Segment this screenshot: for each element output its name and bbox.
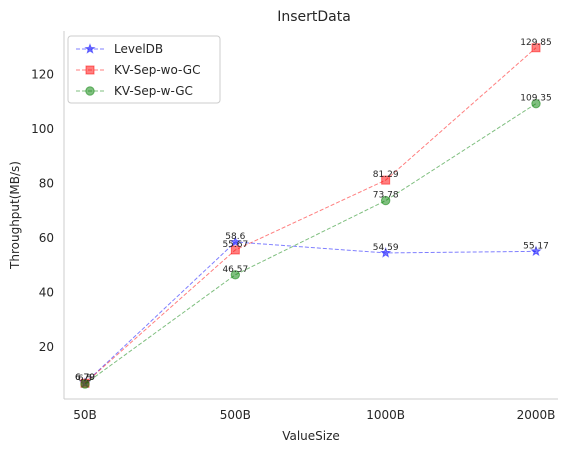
data-label: 73.78	[373, 191, 399, 201]
data-point-kv-sep-w-gc	[80, 379, 90, 389]
data-point-leveldb	[380, 247, 392, 258]
data-label: 54.59	[373, 243, 399, 253]
series-line-leveldb	[84, 241, 537, 384]
legend-label: KV-Sep-w-GC	[114, 84, 193, 98]
data-point-kv-sep-w-gc	[380, 195, 391, 206]
legend-marker	[84, 43, 96, 54]
series-line-kv-sep-wo-gc	[84, 47, 537, 384]
data-point-kv-sep-wo-gc	[230, 245, 240, 255]
data-label: 6.79	[75, 373, 95, 383]
series-line-kv-sep-w-gc	[84, 103, 537, 385]
axes: 50B 500B 1000B 2000B 20 40 60 80 100 120	[31, 31, 558, 422]
data-label: 129.85	[520, 38, 552, 48]
legend-box	[67, 35, 221, 104]
x-axis-label: ValueSize	[282, 429, 340, 443]
chart-title: InsertData	[277, 9, 351, 25]
x-tick-label: 50B	[73, 408, 97, 422]
data-label: 109.35	[520, 94, 552, 104]
data-label: 6.79	[75, 373, 95, 383]
legend-label: KV-Sep-wo-GC	[114, 63, 200, 77]
data-point-kv-sep-wo-gc	[381, 175, 391, 185]
y-axis-label: Throughput(MB/s)	[8, 161, 22, 270]
x-tick-label: 500B	[220, 408, 251, 422]
y-tick-label: 40	[39, 286, 54, 300]
data-point-kv-sep-wo-gc	[531, 43, 541, 53]
data-label: 55.67	[222, 240, 248, 250]
data-point-kv-sep-w-gc	[531, 98, 541, 109]
legend-marker	[85, 65, 95, 75]
y-tick-label: 120	[31, 68, 54, 82]
data-label: 55.17	[523, 241, 549, 251]
data-label: 58.6	[225, 232, 245, 242]
data-label: 81.29	[373, 170, 399, 180]
data-point-leveldb	[530, 245, 542, 257]
x-tick-label: 1000B	[366, 408, 405, 422]
x-tick-label: 2000B	[517, 408, 556, 422]
y-tick-label: 20	[39, 340, 54, 354]
data-label: 6.5	[78, 374, 92, 384]
data-point-kv-sep-w-gc	[230, 270, 241, 280]
data-point-leveldb	[229, 236, 241, 247]
legend: LevelDB KV-Sep-wo-GC KV-Sep-w-GC	[67, 35, 221, 104]
legend-marker	[85, 86, 95, 96]
y-tick-label: 80	[39, 177, 54, 191]
y-tick-label: 60	[39, 231, 54, 245]
legend-label: LevelDB	[114, 42, 163, 56]
series-layer	[79, 43, 542, 389]
y-tick-label: 100	[31, 122, 54, 136]
data-label: 46.57	[222, 265, 248, 275]
